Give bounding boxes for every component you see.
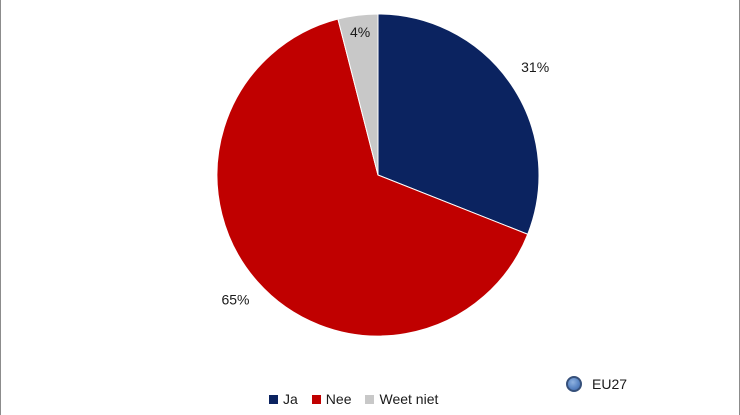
legend: Ja Nee Weet niet: [269, 391, 452, 407]
data-label-weet-niet: 4%: [350, 24, 370, 40]
data-label-ja: 31%: [521, 59, 549, 75]
data-label-nee: 65%: [221, 291, 249, 307]
legend-label-weet-niet: Weet niet: [379, 391, 439, 407]
legend-item-weet-niet: Weet niet: [365, 391, 438, 407]
legend-swatch-ja: [269, 394, 278, 404]
pie-slice-nee: [216, 18, 529, 337]
legend-swatch-nee: [311, 394, 321, 404]
legend-swatch-weet-niet: [365, 394, 375, 404]
pie-slice-weet-niet: [337, 13, 379, 176]
globe-dot-icon: [566, 376, 582, 392]
legend-label-ja: Ja: [283, 391, 298, 407]
legend-item-nee: Nee: [311, 391, 352, 407]
region-label: EU27: [592, 376, 628, 392]
legend-item-ja: Ja: [269, 391, 298, 407]
pie-slice-ja: [377, 13, 540, 235]
region-badge: EU27: [566, 376, 627, 392]
legend-label-nee: Nee: [325, 391, 352, 407]
